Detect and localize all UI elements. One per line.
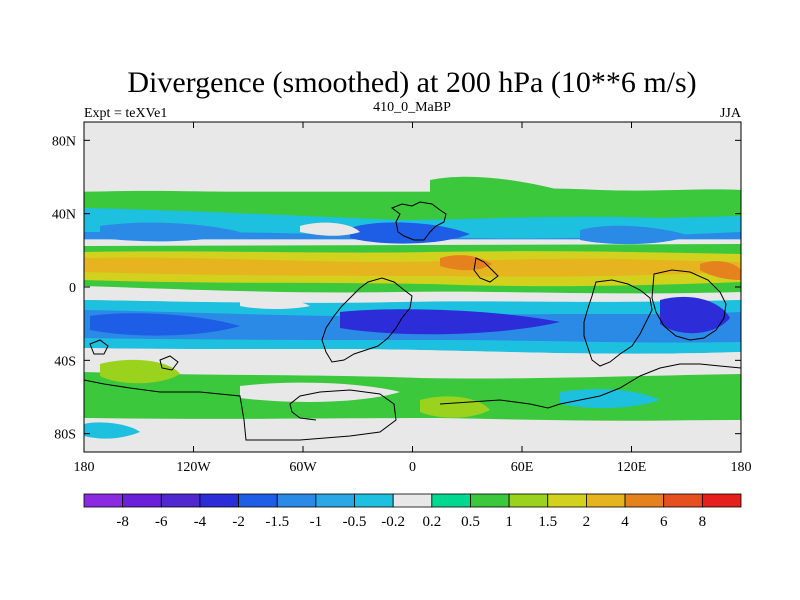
colorbar-swatch-2 [160, 493, 201, 508]
colorbar-label: -1.5 [265, 514, 289, 530]
y-tick-label: 40N [52, 208, 76, 223]
colorbar-label: 0.5 [461, 514, 480, 530]
colorbar-swatch-15 [663, 493, 703, 508]
colorbar-label: 6 [660, 514, 668, 530]
coastline-north-africa [390, 201, 447, 241]
x-tick-label: 60W [289, 460, 317, 475]
subtitle-label: 410_0_MaBP [373, 100, 451, 115]
sh-deep-blue-3 [660, 296, 730, 334]
coastline-australia [651, 269, 727, 341]
colorbar-label: -0.5 [343, 514, 367, 530]
tropical-red-cell-2 [700, 261, 741, 280]
sh-green-band [84, 372, 741, 421]
sh-cyan-cell [560, 389, 660, 409]
colorbar-swatch-6 [315, 493, 355, 508]
nh-blue-cell-3 [580, 225, 690, 245]
nh-gray-gap [300, 222, 360, 236]
colorbar-swatch-7 [354, 493, 394, 508]
axes: 180 120W 60W 0 60E 120E 180 80N 40N 0 40S 80S [52, 122, 752, 475]
coastline-antarctica-west [84, 379, 397, 441]
x-tick-label: 120W [176, 460, 211, 475]
sh-gray-band [84, 348, 741, 377]
y-tick-label: 80N [52, 134, 76, 149]
colorbar-swatch-10 [470, 493, 510, 508]
colorbar-swatch-1 [122, 493, 162, 508]
colorbar-label: -8 [116, 514, 129, 530]
x-tick-label: 180 [74, 460, 95, 475]
coastline-south-america [321, 277, 413, 363]
nh-green-tongue [430, 176, 560, 198]
colorbar-label: -2 [232, 514, 245, 530]
y-tick-label: 0 [69, 281, 76, 296]
colorbar-swatch-12 [547, 493, 587, 508]
x-tick-label: 0 [409, 460, 416, 475]
plot-area [84, 122, 741, 452]
colorbar-label: -6 [155, 514, 168, 530]
colorbar-swatch-14 [624, 493, 665, 508]
colorbar-label: 8 [699, 514, 707, 530]
colorbar-label: 0.2 [422, 514, 441, 530]
colorbar-swatch-13 [586, 493, 626, 508]
contour-features [84, 176, 741, 452]
nh-blue-cell-2 [350, 222, 470, 244]
sh-gray-gap [240, 298, 310, 309]
colorbar-swatch-11 [508, 493, 549, 508]
x-tick-label: 180 [731, 460, 752, 475]
colorbar-label: -1 [310, 514, 323, 530]
colorbar-swatch-9 [431, 493, 471, 508]
sh-deep-blue-2 [340, 309, 560, 335]
polar-cyan-cell [84, 422, 140, 439]
colorbar-swatch-4 [238, 493, 278, 508]
y-tick-label: 80S [54, 428, 76, 443]
experiment-label: Expt = teXVe1 [84, 106, 167, 121]
colorbar-swatch-5 [276, 493, 317, 508]
sh-lime-cell-1 [100, 359, 180, 384]
polar-gray [84, 418, 741, 452]
colorbar-label: 4 [621, 514, 629, 530]
coastline-africa [583, 279, 653, 367]
x-tick-label: 60E [511, 460, 534, 475]
tropical-red-cell [440, 255, 492, 271]
season-label: JJA [720, 106, 742, 121]
nh-blue-cell-1 [100, 222, 240, 242]
colorbar-label: 1.5 [538, 514, 557, 530]
colorbar-label: -4 [194, 514, 207, 530]
lat-band-0 [84, 122, 741, 177]
chart-title: Divergence (smoothed) at 200 hPa (10**6 … [127, 66, 696, 99]
colorbar: -8 -6 -4 -2 -1.5 -1 -0.5 -0.2 0.2 0.5 1 1.5 2 4 6 8 [83, 493, 742, 530]
coastline-island-2 [159, 355, 179, 371]
colorbar-swatch-0 [83, 493, 124, 508]
y-tick-label: 40S [54, 354, 76, 369]
colorbar-swatch-16 [701, 493, 742, 508]
colorbar-label: 2 [583, 514, 591, 530]
coastline-arabia [473, 257, 499, 283]
coastline-antarctica-east [439, 363, 741, 409]
tropical-orange [84, 257, 741, 277]
continent-outlines [84, 201, 741, 441]
coastline-island [89, 339, 109, 355]
nh-green-band [84, 188, 741, 215]
colorbar-swatch-3 [199, 493, 239, 508]
colorbar-label: 1 [505, 514, 513, 530]
colorbar-swatch-8 [392, 493, 433, 508]
x-tick-label: 120E [617, 460, 647, 475]
colorbar-label: -0.2 [381, 514, 405, 530]
sh-deep-blue-1 [90, 313, 240, 336]
